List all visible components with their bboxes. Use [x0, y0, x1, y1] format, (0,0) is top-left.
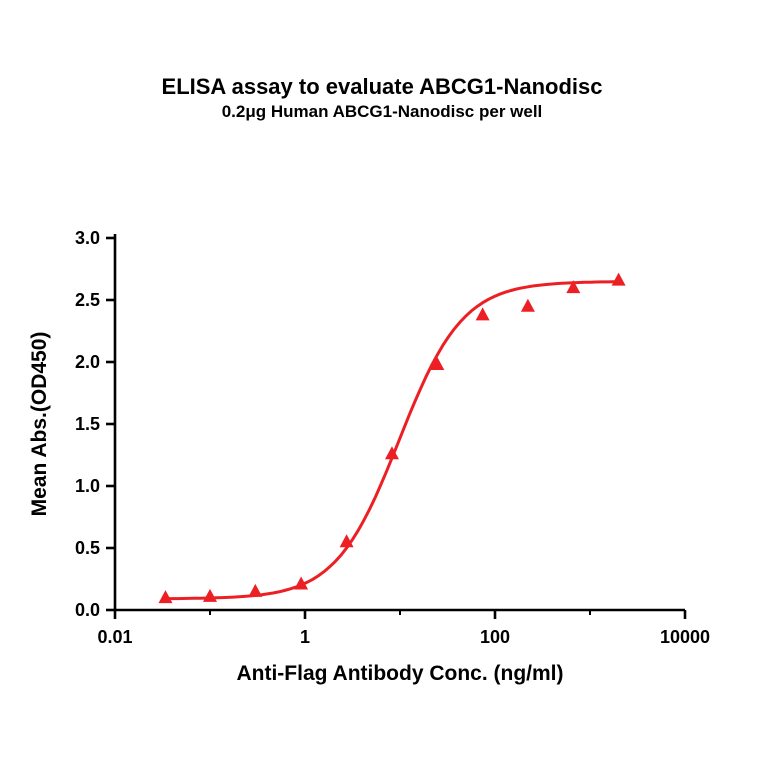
fit-curve	[164, 280, 621, 601]
x-axis-title: Anti-Flag Antibody Conc. (ng/ml)	[236, 662, 563, 685]
data-point-marker	[158, 590, 173, 604]
y-axis-title: Mean Abs.(OD450)	[28, 332, 51, 517]
data-point-marker	[248, 583, 263, 597]
data-point-marker	[566, 280, 581, 294]
data-point-marker	[294, 576, 309, 590]
data-point-marker	[384, 446, 399, 460]
y-tick-label: 1.0	[75, 476, 100, 496]
x-tick-label: 100	[480, 627, 510, 647]
x-tick-label: 10000	[660, 627, 710, 647]
y-tick-label: 2.0	[75, 352, 100, 372]
data-point-marker	[520, 298, 535, 312]
y-tick-label: 1.5	[75, 414, 100, 434]
y-tick-label: 0.5	[75, 538, 100, 558]
chart-subtitle: 0.2μg Human ABCG1-Nanodisc per well	[221, 102, 543, 121]
data-point-marker	[430, 356, 445, 370]
y-tick-label: 3.0	[75, 228, 100, 248]
x-tick-label: 0.01	[97, 627, 132, 647]
y-tick-label: 2.5	[75, 290, 100, 310]
data-point-marker	[475, 307, 490, 321]
data-point-marker	[339, 534, 354, 548]
data-point-marker	[611, 272, 626, 286]
chart-title: ELISA assay to evaluate ABCG1-Nanodisc	[161, 74, 603, 99]
y-tick-label: 0.0	[75, 600, 100, 620]
data-point-marker	[203, 588, 217, 602]
x-tick-label: 1	[300, 627, 310, 647]
